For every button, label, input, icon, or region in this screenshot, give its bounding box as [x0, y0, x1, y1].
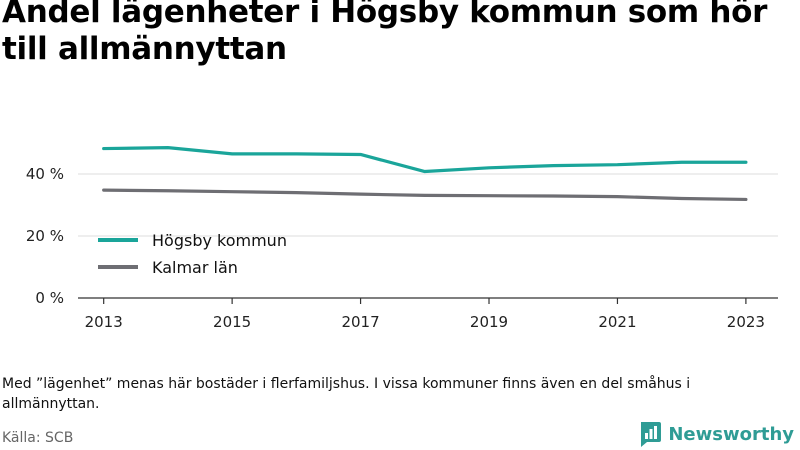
brand-name: Newsworthy [668, 423, 794, 445]
brand-logo: Newsworthy [638, 420, 794, 448]
newsworthy-logo-icon [641, 422, 662, 447]
y-tick-label: 40 % [26, 165, 64, 183]
x-tick-label: 2013 [85, 313, 123, 331]
x-tick-label: 2015 [213, 313, 251, 331]
legend-label: Kalmar län [152, 258, 238, 277]
x-tick-label: 2023 [727, 313, 765, 331]
x-tick-label: 2021 [598, 313, 636, 331]
line-chart: 0 % 20 % 40 % 2013 2015 2017 2019 2021 2023 Högsb… [26, 146, 778, 331]
series-line [102, 146, 748, 174]
x-tick-label: 2017 [341, 313, 379, 331]
legend-label: Högsby kommun [152, 231, 287, 250]
source-label: Källa: SCB [2, 430, 74, 446]
chart-note: Med ”lägenhet” menas här bostäder i fler… [2, 376, 691, 412]
x-tick-label: 2019 [470, 313, 508, 331]
y-tick-label: 20 % [26, 227, 64, 245]
series-line [102, 188, 748, 202]
y-tick-label: 0 % [35, 289, 64, 307]
chart-title: Andel lägenheter i Högsby kommun som hör… [2, 0, 768, 67]
